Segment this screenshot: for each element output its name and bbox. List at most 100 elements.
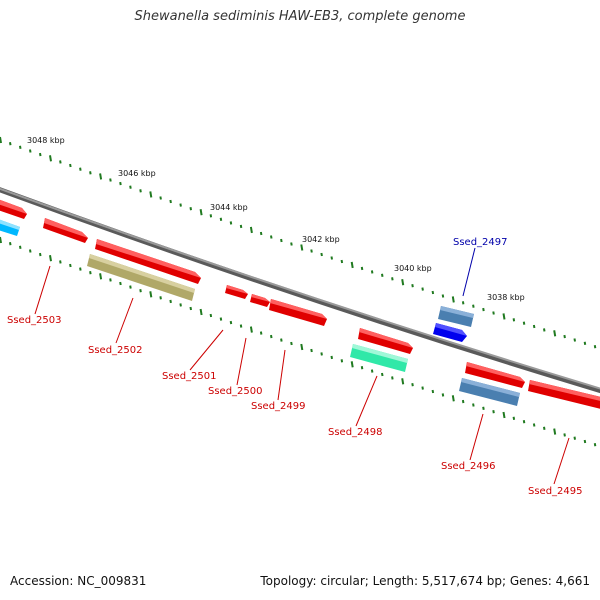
- outer-track-minor-tick: [411, 284, 414, 288]
- inner-track-major-tick: [502, 411, 506, 419]
- inner-track-minor-tick: [543, 426, 546, 430]
- inner-track-minor-tick: [381, 372, 384, 377]
- inner-track-minor-tick: [421, 386, 424, 390]
- inner-track-minor-tick: [532, 423, 536, 427]
- inner-track-minor-tick: [179, 303, 182, 307]
- feature-track-genes: [0, 219, 520, 406]
- outer-track-minor-tick: [340, 259, 344, 264]
- inner-track-minor-tick: [209, 313, 213, 318]
- outer-track-minor-tick: [330, 256, 333, 260]
- gene-arrow-2502-forward-highlight: [44, 218, 88, 238]
- inner-track-minor-tick: [472, 403, 475, 407]
- leader-line-2502: [115, 297, 134, 344]
- outer-track-minor-tick: [209, 214, 213, 218]
- inner-track-minor-tick: [69, 263, 72, 268]
- outer-track-major-tick: [502, 313, 506, 320]
- outer-track-major-tick: [249, 226, 253, 234]
- outer-track-minor-tick: [139, 189, 142, 193]
- mint-feature-bar-highlight: [352, 344, 408, 363]
- inner-track-major-tick: [553, 428, 557, 435]
- gene-arrow-2503-highlight: [0, 199, 27, 214]
- inner-track-minor-tick: [189, 306, 192, 311]
- inner-track-minor-tick: [280, 338, 283, 342]
- outer-track-minor-tick: [381, 273, 384, 277]
- outer-track-minor-tick: [229, 221, 233, 225]
- inner-track-minor-tick: [482, 406, 485, 410]
- inner-track-major-tick: [401, 378, 405, 385]
- inner-track-minor-tick: [139, 289, 142, 293]
- inner-track-major-tick: [0, 236, 2, 244]
- kbp-label-3048: 3048 kbp: [27, 136, 65, 145]
- outer-track-minor-tick: [370, 270, 374, 274]
- outer-track-minor-tick: [563, 334, 566, 339]
- forward-strand-genes: [0, 199, 600, 409]
- outer-track-minor-tick: [29, 149, 32, 153]
- inner-tick-track: [0, 236, 597, 447]
- outer-track-minor-tick: [290, 242, 293, 246]
- inner-track-minor-tick: [79, 267, 82, 271]
- inner-track-minor-tick: [59, 260, 62, 264]
- gene-label-2497: Ssed_2497: [453, 237, 508, 248]
- outer-track-major-tick: [0, 136, 2, 144]
- inner-track-major-tick: [199, 308, 203, 316]
- gene-arrow-2500-highlight: [251, 294, 270, 302]
- inner-track-minor-tick: [492, 410, 495, 414]
- outer-track-minor-tick: [543, 328, 546, 332]
- gene-label-2500: Ssed_2500: [208, 386, 263, 397]
- inner-track-minor-tick: [340, 359, 344, 363]
- leader-line-2499: [277, 349, 286, 401]
- inner-track-minor-tick: [259, 331, 263, 335]
- inner-track-minor-tick: [573, 436, 576, 440]
- outer-track-minor-tick: [79, 167, 82, 171]
- outer-track-minor-tick: [189, 207, 192, 211]
- outer-track-minor-tick: [19, 145, 22, 149]
- inner-track-minor-tick: [129, 285, 132, 289]
- inner-track-minor-tick: [310, 348, 313, 353]
- cyan-feature-bar-highlight: [0, 219, 20, 230]
- outer-tick-track: [0, 136, 597, 349]
- outer-track-minor-tick: [522, 321, 526, 325]
- leader-line-2503: [34, 265, 51, 315]
- inner-track-minor-tick: [411, 383, 414, 387]
- leader-line-2496: [469, 413, 484, 461]
- inner-track-minor-tick: [19, 245, 22, 249]
- inner-track-minor-tick: [290, 341, 293, 346]
- outer-track-minor-tick: [69, 163, 72, 168]
- outer-track-minor-tick: [320, 252, 323, 257]
- inner-track-minor-tick: [29, 249, 32, 253]
- inner-track-minor-tick: [391, 376, 394, 380]
- outer-track-minor-tick: [583, 341, 587, 345]
- outer-track-minor-tick: [391, 277, 394, 281]
- inner-track-minor-tick: [360, 366, 364, 370]
- outer-track-minor-tick: [472, 304, 475, 308]
- outer-track-minor-tick: [239, 224, 243, 229]
- outer-track-major-tick: [300, 244, 304, 251]
- outer-track-major-tick: [99, 173, 103, 180]
- inner-track-minor-tick: [109, 278, 112, 282]
- gene-label-2503: Ssed_2503: [7, 315, 62, 326]
- inner-track-minor-tick: [9, 242, 12, 246]
- inner-track-major-tick: [249, 326, 253, 333]
- inner-track-minor-tick: [239, 324, 243, 328]
- inner-track-minor-tick: [461, 399, 465, 404]
- inner-track-major-tick: [300, 343, 304, 351]
- outer-track-minor-tick: [9, 142, 12, 146]
- outer-track-minor-tick: [270, 235, 273, 239]
- backbone-arc: [0, 187, 600, 390]
- gene-label-2498: Ssed_2498: [328, 427, 383, 438]
- outer-track-minor-tick: [219, 217, 223, 221]
- leader-line-2495: [553, 437, 570, 485]
- leader-line-2501: [189, 329, 224, 371]
- inner-track-minor-tick: [229, 320, 233, 325]
- outer-track-major-tick: [553, 330, 557, 337]
- inner-track-minor-tick: [119, 281, 122, 286]
- outer-track-minor-tick: [512, 318, 516, 322]
- steel-feature-bar-2496-highlight: [461, 378, 520, 397]
- outer-track-minor-tick: [573, 338, 576, 342]
- outer-track-minor-tick: [593, 345, 597, 349]
- kbp-label-3040: 3040 kbp: [394, 264, 432, 273]
- outer-track-minor-tick: [532, 324, 536, 329]
- olive-feature-bar-highlight: [89, 254, 195, 293]
- outer-track-minor-tick: [421, 287, 424, 291]
